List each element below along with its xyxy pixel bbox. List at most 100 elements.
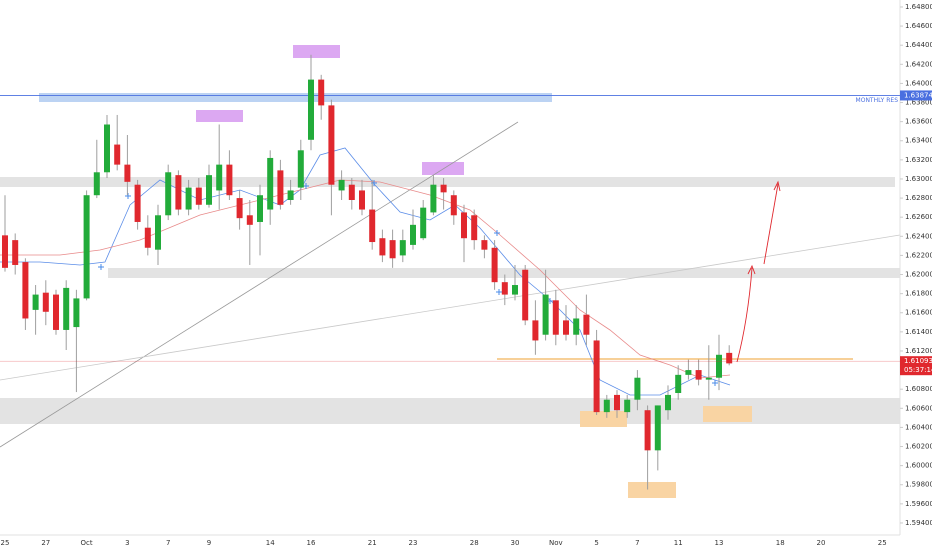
candle-body — [430, 184, 437, 213]
candle-body — [216, 164, 223, 191]
x-tick-label: 7 — [166, 539, 170, 547]
candle-body — [512, 285, 518, 295]
moving-average — [0, 147, 731, 396]
candle-body — [206, 175, 212, 205]
candle-body — [165, 172, 172, 216]
y-tick-label: 1.63800 — [905, 99, 932, 107]
x-tick-label: 16 — [307, 539, 316, 547]
candle-body — [450, 195, 457, 216]
candle-body — [134, 184, 141, 222]
candle-body — [522, 269, 529, 321]
candle-body — [63, 287, 70, 330]
y-tick-label: 1.60200 — [905, 443, 932, 451]
candle-body — [124, 164, 131, 182]
candle-body — [246, 215, 253, 225]
marker — [98, 180, 718, 386]
last-price-label: 1.61093 — [904, 357, 932, 365]
y-tick-label: 1.60400 — [905, 423, 932, 431]
candle-body — [624, 399, 631, 413]
y-tick-label: 1.64200 — [905, 60, 932, 68]
y-tick-label: 1.60000 — [905, 462, 932, 470]
candle-body — [195, 187, 202, 205]
level-name: MONTHLY RES — [856, 97, 899, 104]
candle-body — [12, 240, 19, 265]
candle-body — [379, 238, 386, 256]
candle-body — [42, 292, 49, 312]
y-tick-label: 1.63000 — [905, 175, 932, 183]
candle-body — [420, 207, 427, 239]
candle-body — [389, 240, 396, 259]
candle-body — [369, 209, 376, 243]
candle-body — [705, 377, 712, 380]
candle-body — [73, 298, 80, 328]
y-tick-label: 1.62000 — [905, 271, 932, 279]
candle-body — [665, 394, 671, 411]
x-tick-label: 9 — [207, 539, 211, 547]
candle-body — [563, 320, 569, 335]
candle-body — [573, 318, 580, 335]
candle-body — [155, 215, 161, 250]
candle-body — [634, 377, 641, 400]
y-tick-label: 1.60600 — [905, 404, 932, 412]
y-tick-label: 1.62800 — [905, 194, 932, 202]
candle-body — [726, 352, 733, 364]
arrow-head — [773, 180, 781, 192]
resistance-zone — [39, 93, 552, 102]
candle-body — [461, 212, 467, 239]
y-tick-label: 1.63200 — [905, 156, 932, 164]
candle-body — [542, 294, 549, 335]
signal-markers — [98, 180, 718, 386]
candle-body — [359, 190, 365, 210]
arrow-path — [736, 267, 753, 363]
candle-body — [185, 187, 192, 210]
last-price-box — [900, 356, 932, 376]
candle-body — [644, 410, 651, 451]
candle-body — [104, 124, 110, 173]
candle-body — [2, 235, 8, 268]
y-tick-label: 1.61400 — [905, 328, 932, 336]
candle-body — [257, 195, 263, 222]
candle-body — [695, 370, 702, 380]
candle-body — [267, 157, 274, 210]
candle-body — [410, 224, 416, 245]
candle-body — [654, 405, 661, 451]
x-tick-label: 5 — [594, 539, 598, 547]
candle-body — [491, 247, 498, 283]
drawings — [0, 45, 901, 498]
candle-body — [53, 294, 59, 330]
x-tick-label: 25 — [1, 539, 10, 547]
candle-body — [297, 150, 304, 188]
candle-body — [440, 184, 447, 193]
candle-body — [583, 314, 590, 335]
x-tick-label: 21 — [368, 539, 377, 547]
y-tick-label: 1.63400 — [905, 137, 932, 145]
candle-body — [603, 399, 610, 413]
x-tick-label: 30 — [511, 539, 520, 547]
x-tick-label: 18 — [776, 539, 785, 547]
x-tick-label: 20 — [817, 539, 826, 547]
x-tick-label: 14 — [266, 539, 275, 547]
candle-body — [277, 170, 284, 205]
y-tick-label: 1.62200 — [905, 251, 932, 259]
level-label: 1.63874 — [904, 91, 932, 99]
candle-body — [685, 370, 692, 375]
candle-body — [144, 227, 151, 248]
candle-body — [32, 294, 39, 310]
candle-body — [22, 262, 29, 319]
y-tick-label: 1.64000 — [905, 79, 932, 87]
highlight-box — [196, 110, 243, 122]
candle-body — [481, 240, 488, 250]
y-tick-label: 1.62400 — [905, 232, 932, 240]
candle-body — [593, 340, 600, 413]
arrow-head — [747, 264, 756, 275]
candle-body — [399, 240, 406, 256]
candle-body — [114, 144, 121, 165]
candle-body — [236, 198, 243, 219]
highlight-box — [422, 162, 464, 175]
candle-body — [552, 300, 559, 335]
x-tick-label: 3 — [125, 539, 129, 547]
candle-body — [287, 190, 294, 200]
candle-body — [226, 164, 233, 196]
y-tick-label: 1.64800 — [905, 3, 932, 11]
